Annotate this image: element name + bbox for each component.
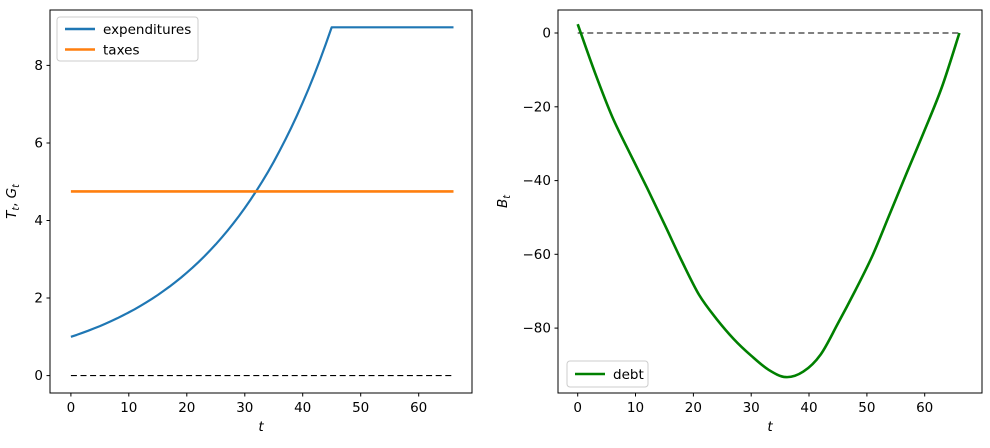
y-tick-label: 0 [34, 368, 43, 384]
y-tick-label: −20 [523, 99, 552, 115]
y-tick-label: 6 [34, 136, 43, 152]
right-plot-legend-box [566, 360, 649, 388]
y-tick-label: −80 [523, 321, 552, 337]
legend-label-debt: debt [613, 367, 644, 383]
x-tick-label: 50 [858, 400, 875, 416]
legend-label-taxes: taxes [103, 42, 139, 58]
left-plot-ylabel: Tt, Gt [4, 183, 22, 219]
x-tick-label: 10 [120, 400, 137, 416]
x-tick-label: 60 [916, 400, 933, 416]
x-tick-label: 30 [236, 400, 253, 416]
x-tick-label: 30 [743, 400, 760, 416]
right-plot-xlabel: t [767, 419, 773, 435]
x-tick-label: 60 [410, 400, 427, 416]
x-tick-label: 40 [800, 400, 817, 416]
x-tick-label: 20 [685, 400, 702, 416]
y-tick-label: 0 [542, 26, 551, 42]
left-plot-xlabel: t [258, 419, 264, 435]
legend-label-expenditures: expenditures [103, 22, 191, 38]
x-tick-label: 10 [627, 400, 644, 416]
x-tick-label: 40 [294, 400, 311, 416]
x-tick-label: 0 [573, 400, 582, 416]
right-plot-ylabel: Bt [495, 194, 513, 208]
left-plot-spines [49, 9, 473, 394]
right-plot: 0 10 20 30 40 50 60 0 −20 −40 −60 −80 t Bt debt [495, 9, 983, 435]
y-tick-label: 4 [34, 213, 43, 229]
left-plot: 0 10 20 30 40 50 60 0 2 4 6 8 t Tt, Gt expenditures tax… [4, 9, 473, 435]
x-tick-label: 50 [352, 400, 369, 416]
debt-line [576, 23, 961, 379]
x-tick-label: 20 [178, 400, 195, 416]
x-tick-label: 0 [67, 400, 76, 416]
y-tick-label: 2 [34, 291, 43, 307]
y-tick-label: −60 [523, 247, 552, 263]
expenditures-line [70, 26, 454, 338]
y-tick-label: −40 [523, 173, 552, 189]
y-tick-label: 8 [34, 58, 43, 74]
right-plot-spines [557, 9, 983, 394]
